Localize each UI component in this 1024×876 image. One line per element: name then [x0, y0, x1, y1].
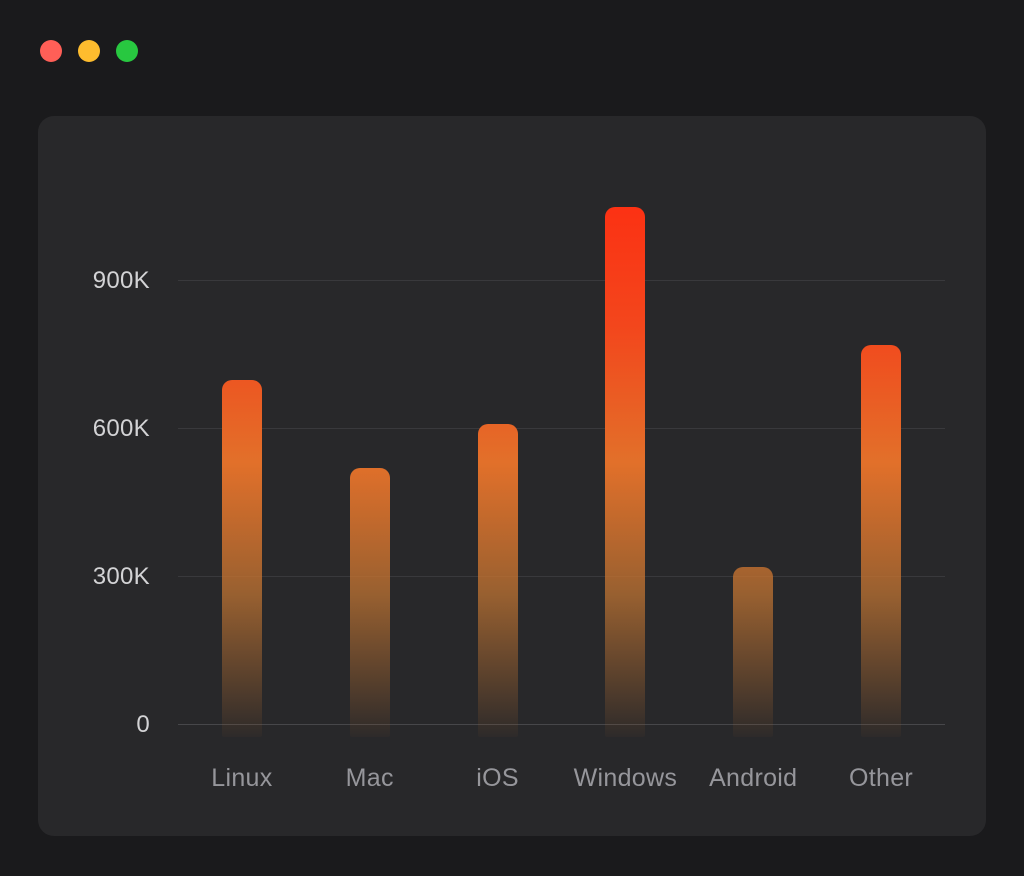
chart-panel: 0 300K 600K 900K Linux Mac iOS Windows Android O…: [38, 116, 986, 836]
minimize-button[interactable]: [78, 40, 100, 62]
x-tick-label: Android: [709, 763, 798, 792]
bar-series: [178, 165, 945, 737]
bar-other: [861, 345, 902, 737]
gridline: [178, 279, 945, 281]
bar-slot: [178, 165, 306, 737]
window-controls: [40, 40, 138, 62]
bar-linux: [221, 380, 262, 737]
y-tick-label: 0: [136, 711, 150, 738]
bar-slot: [561, 165, 689, 737]
x-axis-labels: Linux Mac iOS Windows Android Other: [178, 756, 945, 800]
x-tick-label: Mac: [345, 763, 394, 792]
x-tick-label: Linux: [211, 763, 273, 792]
chart-plot-area: [178, 165, 945, 737]
bar-slot: [306, 165, 434, 737]
y-tick-label: 300K: [92, 562, 150, 590]
bar-mac: [349, 468, 390, 737]
bar-ios: [477, 424, 518, 737]
gridline: [178, 575, 945, 577]
bar-slot: [434, 165, 562, 737]
bar-slot: [689, 165, 817, 737]
gridline: [178, 427, 945, 429]
x-tick-label: Windows: [573, 763, 678, 792]
close-button[interactable]: [40, 40, 62, 62]
y-tick-label: 600K: [92, 414, 150, 442]
x-tick-label: iOS: [476, 763, 519, 792]
x-axis-line: [178, 724, 945, 725]
bar-android: [733, 567, 774, 737]
y-tick-label: 900K: [92, 266, 150, 294]
x-tick-label: Other: [849, 763, 914, 792]
bar-windows: [605, 207, 646, 737]
zoom-button[interactable]: [116, 40, 138, 62]
y-axis-labels: 0 300K 600K 900K: [38, 165, 150, 738]
bar-slot: [817, 165, 945, 737]
